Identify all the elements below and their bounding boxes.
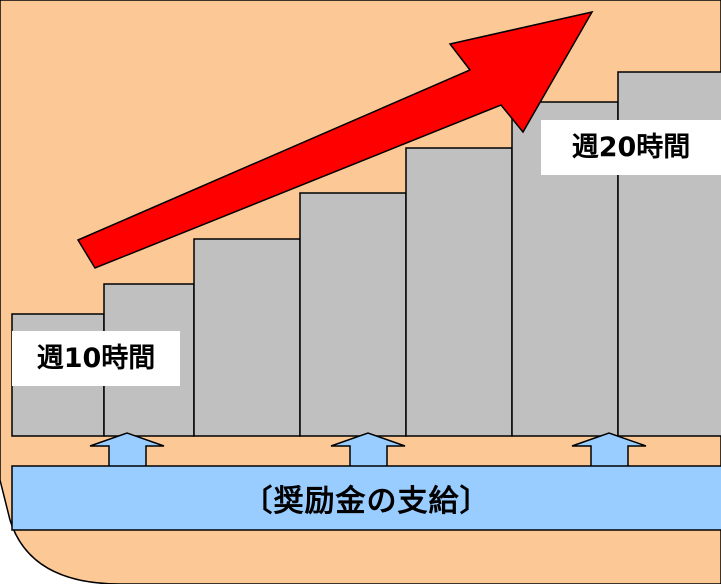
support-arrow-1	[89, 432, 165, 468]
support-arrows	[89, 432, 647, 468]
increase-arrow	[76, 10, 594, 269]
step-bar-4	[299, 192, 407, 437]
support-arrow-2	[330, 432, 406, 468]
subsidy-label: 〔奨励金の支給〕	[242, 484, 491, 519]
end-hours-label: 週20時間	[541, 120, 721, 175]
support-arrow-3	[571, 432, 647, 468]
step-bar-5	[405, 147, 513, 437]
start-hours-label: 週10時間	[12, 331, 180, 386]
step-bar-3	[193, 238, 301, 437]
subsidy-bar	[11, 465, 721, 531]
